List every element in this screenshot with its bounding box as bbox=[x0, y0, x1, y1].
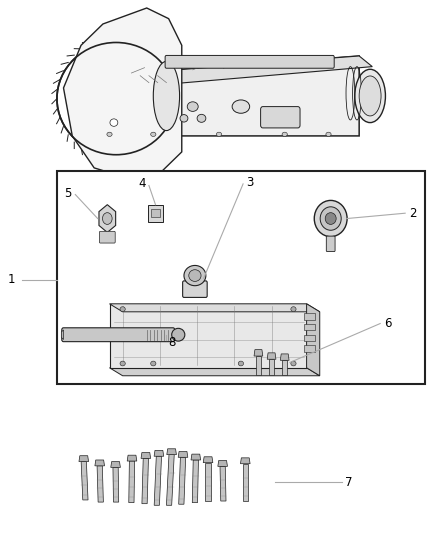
Polygon shape bbox=[95, 460, 105, 466]
Ellipse shape bbox=[123, 74, 128, 79]
Ellipse shape bbox=[187, 102, 198, 111]
Polygon shape bbox=[127, 455, 137, 461]
Polygon shape bbox=[142, 458, 148, 504]
Polygon shape bbox=[179, 457, 186, 504]
Polygon shape bbox=[218, 461, 227, 466]
Polygon shape bbox=[79, 456, 88, 462]
Ellipse shape bbox=[172, 328, 185, 341]
Text: 5: 5 bbox=[64, 187, 71, 200]
Ellipse shape bbox=[320, 207, 341, 230]
Polygon shape bbox=[110, 304, 320, 312]
Bar bbox=[304, 335, 315, 341]
Text: 1: 1 bbox=[7, 273, 15, 286]
Ellipse shape bbox=[137, 87, 142, 92]
FancyBboxPatch shape bbox=[261, 107, 300, 128]
Polygon shape bbox=[254, 350, 263, 356]
Polygon shape bbox=[113, 467, 119, 502]
Ellipse shape bbox=[151, 361, 156, 366]
FancyBboxPatch shape bbox=[326, 236, 335, 252]
Text: 7: 7 bbox=[345, 476, 353, 489]
Polygon shape bbox=[166, 455, 174, 505]
Bar bbox=[304, 313, 315, 320]
Bar bbox=[304, 345, 315, 352]
Ellipse shape bbox=[314, 200, 347, 237]
Polygon shape bbox=[97, 466, 103, 502]
Polygon shape bbox=[240, 458, 250, 464]
Ellipse shape bbox=[120, 361, 125, 366]
Ellipse shape bbox=[104, 118, 109, 123]
Ellipse shape bbox=[120, 307, 125, 311]
FancyBboxPatch shape bbox=[183, 281, 207, 297]
Bar bbox=[256, 356, 261, 375]
Ellipse shape bbox=[180, 115, 188, 122]
Polygon shape bbox=[243, 464, 248, 501]
Polygon shape bbox=[203, 457, 213, 463]
Bar bbox=[57, 171, 425, 384]
FancyBboxPatch shape bbox=[62, 328, 175, 342]
Text: 8: 8 bbox=[169, 336, 176, 349]
Ellipse shape bbox=[90, 106, 95, 110]
Ellipse shape bbox=[359, 76, 381, 116]
Polygon shape bbox=[110, 304, 307, 368]
Polygon shape bbox=[154, 450, 164, 456]
Ellipse shape bbox=[151, 132, 156, 136]
Ellipse shape bbox=[104, 74, 109, 79]
Polygon shape bbox=[64, 8, 182, 179]
Bar bbox=[151, 209, 160, 217]
Ellipse shape bbox=[282, 132, 287, 136]
Ellipse shape bbox=[112, 95, 120, 102]
Text: 4: 4 bbox=[138, 177, 146, 190]
Ellipse shape bbox=[291, 307, 296, 311]
Polygon shape bbox=[141, 453, 151, 458]
Ellipse shape bbox=[184, 265, 206, 286]
Polygon shape bbox=[61, 330, 64, 340]
Bar bbox=[304, 324, 315, 330]
Ellipse shape bbox=[326, 132, 331, 136]
Ellipse shape bbox=[189, 270, 201, 281]
Polygon shape bbox=[220, 466, 226, 501]
Ellipse shape bbox=[197, 114, 206, 122]
Text: 6: 6 bbox=[384, 317, 391, 330]
Polygon shape bbox=[81, 462, 88, 500]
Polygon shape bbox=[154, 456, 162, 505]
Text: 3: 3 bbox=[246, 176, 254, 189]
Polygon shape bbox=[280, 354, 289, 360]
Bar bbox=[269, 359, 274, 375]
Ellipse shape bbox=[238, 361, 244, 366]
Ellipse shape bbox=[232, 100, 250, 114]
Polygon shape bbox=[267, 353, 276, 359]
Ellipse shape bbox=[110, 119, 118, 126]
Polygon shape bbox=[191, 454, 201, 460]
Polygon shape bbox=[79, 56, 372, 90]
Ellipse shape bbox=[90, 87, 95, 92]
FancyBboxPatch shape bbox=[99, 231, 115, 243]
Polygon shape bbox=[178, 451, 188, 457]
FancyBboxPatch shape bbox=[165, 55, 334, 68]
Ellipse shape bbox=[355, 69, 385, 123]
Ellipse shape bbox=[216, 132, 222, 136]
Text: 2: 2 bbox=[409, 207, 417, 220]
Ellipse shape bbox=[102, 213, 112, 224]
Polygon shape bbox=[205, 463, 211, 501]
Bar bbox=[282, 360, 287, 375]
Ellipse shape bbox=[107, 132, 112, 136]
Polygon shape bbox=[129, 461, 134, 503]
Ellipse shape bbox=[325, 213, 336, 224]
Ellipse shape bbox=[137, 106, 142, 110]
Ellipse shape bbox=[291, 361, 296, 366]
Polygon shape bbox=[307, 304, 320, 376]
Polygon shape bbox=[111, 462, 120, 467]
Polygon shape bbox=[99, 205, 116, 232]
Polygon shape bbox=[167, 449, 177, 455]
Ellipse shape bbox=[153, 61, 180, 131]
Polygon shape bbox=[192, 460, 198, 503]
Bar bbox=[148, 205, 163, 222]
Ellipse shape bbox=[123, 118, 128, 123]
Polygon shape bbox=[110, 368, 320, 376]
Polygon shape bbox=[79, 56, 359, 136]
